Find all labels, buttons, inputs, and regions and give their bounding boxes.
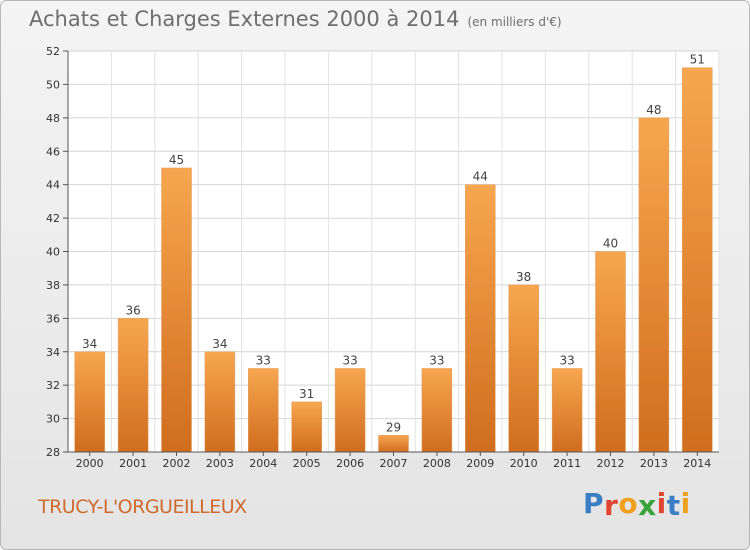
bar xyxy=(117,318,149,453)
x-tick-label: 2001 xyxy=(119,457,147,470)
value-label: 48 xyxy=(646,103,661,117)
logo-letter: P xyxy=(583,487,605,520)
x-tick-label: 2008 xyxy=(423,457,451,470)
bar xyxy=(421,368,453,453)
y-tick-label: 48 xyxy=(46,112,60,125)
bar xyxy=(204,351,236,453)
x-tick-label: 2004 xyxy=(249,457,277,470)
chart-title-text: Achats et Charges Externes 2000 à 2014 xyxy=(29,7,460,31)
bar xyxy=(291,401,322,453)
logo-letter: r xyxy=(604,489,619,522)
value-label: 33 xyxy=(559,353,574,367)
y-tick-label: 32 xyxy=(46,379,60,392)
y-tick-label: 46 xyxy=(46,145,60,158)
x-tick-label: 2012 xyxy=(597,457,625,470)
chart-unit: (en milliers d'€) xyxy=(467,15,562,29)
y-tick-label: 30 xyxy=(46,413,60,426)
value-label: 44 xyxy=(473,170,488,184)
y-tick-label: 44 xyxy=(46,179,60,192)
bar xyxy=(595,251,626,453)
bar xyxy=(682,67,713,453)
logo-letter: o xyxy=(618,487,639,520)
x-tick-label: 2002 xyxy=(163,457,191,470)
y-tick-label: 52 xyxy=(46,45,60,58)
y-tick-label: 28 xyxy=(46,446,60,459)
logo-letter: i xyxy=(680,487,691,520)
value-label: 33 xyxy=(429,353,444,367)
value-label: 40 xyxy=(603,237,618,251)
value-label: 33 xyxy=(342,353,357,367)
bar xyxy=(551,368,583,453)
value-label: 38 xyxy=(516,270,531,284)
y-tick-label: 40 xyxy=(46,246,60,259)
y-tick-label: 38 xyxy=(46,279,60,292)
logo-letter: x xyxy=(638,489,657,522)
bar xyxy=(161,167,192,453)
bar xyxy=(334,368,366,453)
bar xyxy=(638,117,670,453)
x-tick-label: 2000 xyxy=(76,457,104,470)
y-tick-label: 34 xyxy=(46,346,60,359)
y-tick-label: 42 xyxy=(46,212,60,225)
logo-letter: t xyxy=(666,489,681,522)
bar xyxy=(465,184,496,453)
bar xyxy=(378,435,409,453)
chart-title: Achats et Charges Externes 2000 à 2014 (e… xyxy=(29,7,562,31)
x-tick-label: 2007 xyxy=(380,457,408,470)
x-tick-label: 2006 xyxy=(336,457,364,470)
value-label: 51 xyxy=(690,53,705,67)
value-label: 34 xyxy=(82,337,97,351)
value-label: 31 xyxy=(299,387,314,401)
y-tick-label: 36 xyxy=(46,312,60,325)
x-tick-label: 2014 xyxy=(683,457,711,470)
value-label: 34 xyxy=(212,337,227,351)
value-label: 36 xyxy=(125,303,140,317)
bar xyxy=(508,284,539,453)
bar xyxy=(248,368,279,453)
x-tick-label: 2003 xyxy=(206,457,234,470)
commune-name: TRUCY-L'ORGUEILLEUX xyxy=(38,496,247,518)
x-tick-label: 2011 xyxy=(553,457,581,470)
y-tick-label: 50 xyxy=(46,78,60,91)
bar xyxy=(74,351,105,453)
x-tick-label: 2005 xyxy=(293,457,321,470)
value-label: 29 xyxy=(386,420,401,434)
logo-letter: i xyxy=(656,487,667,520)
proxiti-logo: Proxiti xyxy=(583,487,691,522)
value-label: 33 xyxy=(256,353,271,367)
x-tick-label: 2009 xyxy=(466,457,494,470)
value-label: 45 xyxy=(169,153,184,167)
x-tick-label: 2010 xyxy=(510,457,538,470)
x-tick-label: 2013 xyxy=(640,457,668,470)
